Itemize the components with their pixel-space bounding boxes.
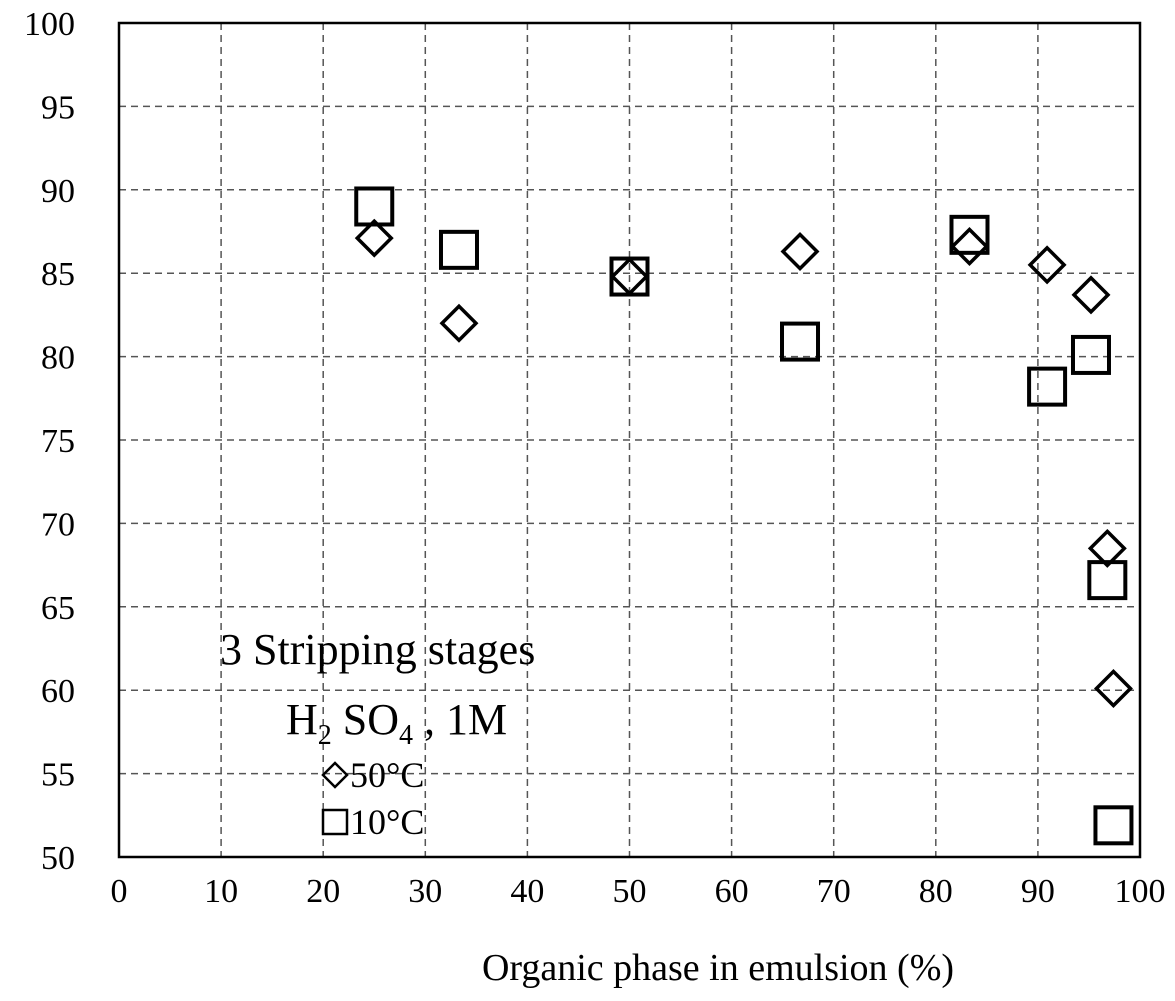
x-axis-tick-labels: 0 10 20 30 40 50 60 70 80 90 100 xyxy=(111,873,1166,910)
y-tick-label: 65 xyxy=(41,590,75,627)
formula-part-3: , 1M xyxy=(413,695,507,744)
data-point-10c-square xyxy=(354,186,395,227)
formula-subscript-1: 2 xyxy=(318,720,332,751)
data-points xyxy=(354,186,1134,846)
legend-diamond-marker xyxy=(321,761,349,789)
y-tick-label: 90 xyxy=(41,173,75,210)
data-point-50c-diamond xyxy=(439,303,479,343)
y-tick-label: 85 xyxy=(41,256,75,293)
legend-label-10c: 10°C xyxy=(350,802,424,842)
x-tick-label: 20 xyxy=(306,873,340,910)
annotation-formula: H2 SO4 , 1M xyxy=(286,695,507,751)
y-tick-label: 100 xyxy=(24,6,75,43)
x-tick-label: 40 xyxy=(510,873,544,910)
legend-square-marker xyxy=(321,808,349,836)
x-tick-label: 30 xyxy=(408,873,442,910)
y-tick-label: 70 xyxy=(41,506,75,543)
y-tick-label: 60 xyxy=(41,673,75,710)
data-point-50c-diamond xyxy=(354,218,394,258)
data-point-10c-square xyxy=(1087,560,1128,601)
y-tick-label: 50 xyxy=(41,840,75,877)
x-tick-label: 60 xyxy=(715,873,749,910)
formula-subscript-2: 4 xyxy=(399,720,413,751)
x-tick-label: 70 xyxy=(817,873,851,910)
x-tick-label: 100 xyxy=(1115,873,1166,910)
formula-part-1: H xyxy=(286,695,318,744)
data-point-50c-diamond xyxy=(1071,275,1111,315)
data-point-50c-diamond xyxy=(1027,245,1067,285)
y-axis-tick-labels: 50 55 60 65 70 75 80 85 90 95 100 xyxy=(24,6,75,877)
y-tick-label: 80 xyxy=(41,340,75,377)
data-point-50c-diamond xyxy=(780,232,820,271)
x-tick-label: 0 xyxy=(111,873,128,910)
x-tick-label: 90 xyxy=(1021,873,1055,910)
y-tick-label: 75 xyxy=(41,423,75,460)
data-point-10c-square xyxy=(780,321,821,362)
x-tick-label: 10 xyxy=(204,873,238,910)
plot-area-frame xyxy=(117,21,1142,859)
data-point-50c-diamond xyxy=(1087,528,1127,568)
data-point-10c-square xyxy=(949,214,990,255)
data-point-50c-diamond xyxy=(950,227,989,266)
data-point-50c-diamond xyxy=(1093,669,1133,709)
formula-part-2: SO xyxy=(332,695,399,744)
x-tick-label: 50 xyxy=(613,873,647,910)
annotation: 3 Stripping stages H2 SO4 , 1M xyxy=(220,625,535,751)
data-point-10c-square xyxy=(1070,334,1111,375)
data-point-10c-square xyxy=(609,256,650,297)
grid xyxy=(119,23,1140,857)
legend-label-50c: 50°C xyxy=(350,755,424,795)
y-tick-label: 55 xyxy=(41,757,75,794)
data-point-10c-square xyxy=(438,229,479,270)
data-point-10c-square xyxy=(1027,366,1068,407)
x-axis-title: Organic phase in emulsion (%) xyxy=(482,947,954,989)
annotation-title: 3 Stripping stages xyxy=(220,625,535,674)
legend: 50°C 10°C xyxy=(321,755,424,842)
x-tick-label: 80 xyxy=(919,873,953,910)
data-point-10c-square xyxy=(1093,805,1134,846)
y-tick-label: 95 xyxy=(41,89,75,126)
